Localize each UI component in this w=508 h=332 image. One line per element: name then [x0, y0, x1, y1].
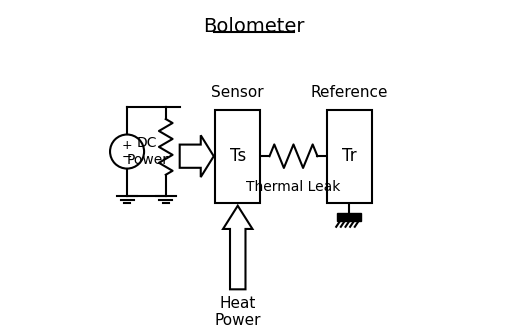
Text: Bolometer: Bolometer [203, 17, 305, 36]
Bar [215, 110, 260, 203]
Text: Tr: Tr [342, 147, 357, 165]
Text: Heat
Power: Heat Power [214, 295, 261, 328]
Text: Ts: Ts [230, 147, 246, 165]
Text: +: + [122, 139, 133, 152]
Bar [327, 110, 372, 203]
Polygon shape [223, 206, 252, 289]
Text: Thermal Leak: Thermal Leak [246, 180, 341, 194]
Circle shape [110, 134, 144, 169]
Text: −: − [122, 151, 132, 164]
Text: DC
Power: DC Power [126, 136, 168, 167]
Text: Sensor: Sensor [211, 85, 264, 101]
Bar [337, 213, 361, 221]
Polygon shape [180, 135, 214, 177]
Text: Reference: Reference [310, 85, 388, 101]
